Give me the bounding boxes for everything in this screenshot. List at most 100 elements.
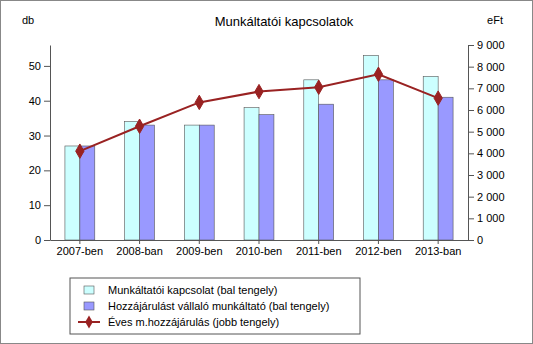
tick-label: 2009-ben	[176, 245, 223, 257]
bar	[378, 80, 393, 240]
chart-border	[1, 1, 533, 344]
tick: 9 000	[468, 39, 505, 51]
legend-label: Hozzájárulást vállaló munkáltató (bal te…	[108, 300, 329, 312]
tick-label: 2 000	[477, 191, 505, 203]
y2-axis-title: eFt	[487, 14, 503, 26]
tick-mark	[44, 101, 50, 102]
tick: 2012-ben	[355, 240, 402, 257]
tick-label: 8 000	[477, 61, 505, 73]
tick: 2008-ban	[116, 240, 163, 257]
tick-mark	[468, 197, 474, 198]
bar	[364, 55, 379, 240]
bar	[184, 125, 199, 240]
tick-label: 2011-ben	[296, 245, 342, 257]
tick: 8 000	[468, 61, 505, 73]
bar	[140, 125, 155, 240]
tick: 2009-ben	[176, 240, 223, 257]
x-axis: 2007-ben 2008-ban 2009-ben 2010-ben 2011-ben…	[51, 240, 469, 257]
bar	[319, 104, 334, 240]
tick: 2013-ban	[415, 240, 462, 257]
tick: 2007-ben	[57, 240, 104, 257]
marker	[195, 95, 203, 109]
marker	[135, 119, 143, 133]
legend-label: Éves m.hozzájárulás (jobb tengely)	[108, 316, 279, 328]
legend: Munkáltatói kapcsolat (bal tengely) Hozzá…	[70, 278, 360, 334]
tick-mark	[468, 175, 474, 176]
tick-mark	[318, 240, 319, 244]
tick-mark	[468, 67, 474, 68]
legend-label: Munkáltatói kapcsolat (bal tengely)	[108, 284, 277, 296]
tick-label: 40	[29, 95, 41, 107]
tick-mark	[139, 240, 140, 244]
tick: 20	[29, 164, 50, 176]
tick-mark	[79, 240, 80, 244]
tick-label: 0	[477, 234, 483, 246]
y2-axis: 0 1 000 2 000 3 000 4 000 5 000 6 000 7 000 8 00…	[468, 39, 505, 246]
tick: 4 000	[468, 147, 505, 159]
legend-swatch	[84, 302, 94, 310]
y2-axis-line	[468, 46, 469, 241]
tick-label: 20	[29, 164, 41, 176]
bar	[244, 108, 259, 240]
tick: 3 000	[468, 169, 505, 181]
tick-mark	[468, 218, 474, 219]
tick-label: 2008-ban	[116, 245, 163, 257]
tick: 50	[29, 60, 50, 72]
tick-mark	[44, 205, 50, 206]
y-axis: 0 10 20 30 40 50	[29, 46, 51, 247]
y-axis-line	[50, 46, 51, 241]
tick-label: 10	[29, 199, 41, 211]
tick-mark	[44, 170, 50, 171]
tick-mark	[468, 88, 474, 89]
tick-mark	[468, 132, 474, 133]
tick-label: 2007-ben	[57, 245, 104, 257]
tick-mark	[468, 153, 474, 154]
tick-label: 9 000	[477, 39, 505, 51]
tick-mark	[468, 45, 474, 46]
tick: 10	[29, 199, 50, 211]
legend-marker	[85, 315, 93, 328]
tick-label: 2013-ban	[415, 245, 462, 257]
tick-label: 6 000	[477, 104, 505, 116]
marks	[65, 55, 453, 240]
marker	[76, 144, 84, 158]
bar	[199, 125, 214, 240]
y-axis-title: db	[22, 14, 34, 26]
tick: 2011-ben	[296, 240, 342, 257]
chart-title: Munkáltatói kapcsolatok	[215, 14, 354, 29]
tick: 7 000	[468, 82, 505, 94]
tick-label: 2012-ben	[355, 245, 402, 257]
marker	[255, 84, 263, 98]
tick-label: 0	[35, 234, 41, 246]
tick: 2 000	[468, 191, 505, 203]
bar	[304, 80, 319, 240]
tick: 6 000	[468, 104, 505, 116]
tick-mark	[378, 240, 379, 244]
tick: 40	[29, 95, 50, 107]
bar	[65, 146, 80, 240]
marker	[315, 80, 323, 94]
tick-mark	[468, 240, 474, 241]
tick: 0	[35, 234, 50, 246]
tick-mark	[44, 240, 50, 241]
tick-mark	[468, 110, 474, 111]
tick-label: 5 000	[477, 126, 505, 138]
line	[80, 74, 438, 151]
marker	[374, 67, 382, 81]
tick-mark	[259, 240, 260, 244]
legend-box	[70, 278, 360, 334]
bar	[80, 146, 95, 240]
legend-swatch	[84, 286, 94, 294]
tick-mark	[199, 240, 200, 244]
bar	[259, 115, 274, 240]
tick-label: 1 000	[477, 212, 505, 224]
marker	[434, 91, 442, 105]
tick-label: 2010-ben	[236, 245, 283, 257]
tick-label: 4 000	[477, 147, 505, 159]
tick-mark	[438, 240, 439, 244]
tick: 1 000	[468, 212, 505, 224]
tick: 0	[468, 234, 483, 246]
tick: 30	[29, 130, 50, 142]
tick: 5 000	[468, 126, 505, 138]
bar	[438, 97, 453, 240]
